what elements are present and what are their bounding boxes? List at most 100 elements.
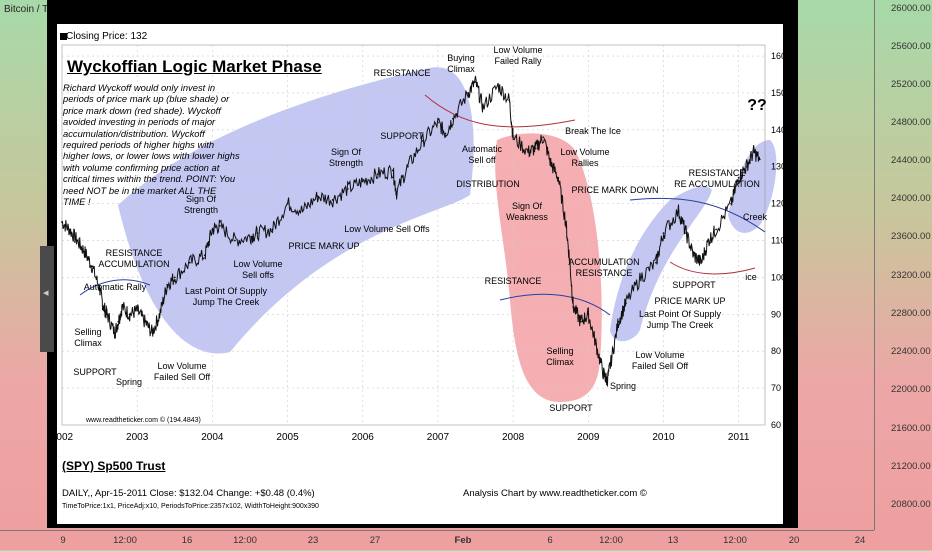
price-point [117, 320, 120, 323]
price-point [745, 165, 748, 168]
time-axis[interactable]: 9 12:00 16 12:00 23 27 Feb 6 12:00 13 12… [0, 530, 874, 551]
price-tick: 22400.00 [891, 346, 931, 357]
annotation: PRICE MARK UP [288, 241, 360, 251]
y-tick-label: 60 [771, 420, 781, 430]
time-tick: 12:00 [723, 535, 747, 546]
price-point [572, 306, 575, 308]
y-tick-label: 140 [771, 125, 786, 135]
x-tick-label: 2011 [728, 432, 750, 443]
markdown-shade [495, 133, 602, 402]
annotation: SUPPORT [380, 131, 424, 141]
price-point [128, 313, 131, 316]
annotation: SUPPORT [549, 403, 593, 413]
price-point [271, 228, 274, 231]
resistance-arc-2 [424, 94, 576, 128]
left-panel-handle[interactable]: ◂ [40, 246, 54, 352]
time-tick: 13 [667, 535, 679, 546]
price-point [98, 287, 101, 290]
annotation: Low Volume Failed Sell Off [153, 361, 211, 382]
price-point [211, 228, 214, 231]
x-tick-label: 2008 [502, 432, 525, 443]
annotation: Break The Ice [565, 126, 621, 136]
price-point [527, 151, 530, 153]
time-tick: 12:00 [233, 535, 257, 546]
price-point [662, 232, 665, 235]
time-to-price-info: TimeToPrice:1x1, PriceAdj:x10, PeriodsTo… [62, 503, 319, 510]
annotation: ice [745, 272, 757, 282]
price-point [316, 195, 319, 198]
price-tick: 24000.00 [891, 193, 931, 204]
annotation: Low Volume Failed Sell Off [631, 350, 689, 371]
price-point [549, 162, 552, 164]
time-tick: 20 [788, 535, 800, 546]
price-tick: 25200.00 [891, 79, 931, 90]
price-point [234, 239, 236, 242]
price-point [361, 180, 364, 183]
price-tick: 21200.00 [891, 461, 931, 472]
question-marks: ?? [747, 97, 767, 114]
x-tick-label: 2009 [577, 432, 600, 443]
annotation: Spring [609, 381, 637, 391]
time-tick: 27 [369, 535, 381, 546]
annotation: SUPPORT [672, 280, 716, 290]
price-tick: 26000.00 [891, 3, 931, 14]
price-point [508, 99, 511, 102]
chart-title: Wyckoffian Logic Market Phase [67, 57, 322, 76]
price-line [61, 75, 761, 387]
price-point [587, 313, 590, 316]
time-tick: 23 [307, 535, 319, 546]
chart-description: Richard Wyckoff would only invest in per… [63, 82, 240, 208]
price-point [568, 258, 571, 260]
price-point [166, 283, 169, 286]
y-tick-label: 110 [771, 236, 785, 246]
url-note: www.readtheticker.com © (194.4843) [86, 417, 201, 424]
price-point [715, 228, 718, 231]
closing-legend-swatch [60, 33, 67, 40]
price-point [102, 306, 105, 308]
price-point [376, 173, 379, 176]
reaccumulation-shade [728, 140, 777, 233]
annotation: RESISTANCE [373, 68, 431, 78]
price-point [444, 132, 447, 135]
price-point [188, 261, 191, 264]
x-tick-label: 2003 [126, 432, 149, 443]
annotation: Low Volume Failed Rally [493, 45, 543, 66]
annotation: Low Volume Sell Offs [344, 224, 430, 234]
price-point [606, 379, 609, 382]
price-point [707, 239, 710, 242]
price-point [617, 320, 620, 323]
price-point [286, 202, 289, 205]
price-point [113, 331, 116, 334]
price-point [542, 136, 545, 139]
price-point [655, 261, 657, 264]
x-tick-label: 2007 [427, 432, 450, 443]
price-point [474, 80, 477, 83]
x-tick-label: 2002 [51, 432, 74, 443]
creek-line [629, 197, 766, 233]
annotation: Spring [115, 377, 143, 387]
annotation: ACCUMULATION RESISTANCE [568, 257, 640, 278]
price-point [76, 239, 78, 242]
price-point [91, 265, 93, 268]
price-axis[interactable]: 26000.00 25600.00 25200.00 24800.00 2440… [874, 0, 932, 530]
price-point [121, 306, 124, 308]
price-point [218, 224, 221, 227]
price-point [249, 235, 251, 238]
y-tick-label: 130 [771, 162, 786, 172]
price-point [173, 276, 176, 279]
annotation: PRICE MARK UP [654, 296, 726, 306]
annotation: Automatic Rally [83, 282, 147, 292]
spy-title: (SPY) Sp500 Trust [62, 459, 166, 473]
price-point [497, 84, 499, 87]
price-point [331, 199, 334, 201]
annotation: PRICE MARK DOWN [571, 185, 659, 195]
price-point [406, 165, 409, 168]
price-point [203, 254, 206, 257]
y-tick-label: 150 [771, 88, 786, 98]
wyckoff-chart: 60 70 80 90 100 110 120 130 140 150 160 2002 2003 200… [51, 44, 786, 443]
chevron-left-icon: ◂ [43, 287, 49, 299]
price-tick: 21600.00 [891, 423, 931, 434]
resistance-arc [79, 279, 151, 296]
price-point [752, 151, 755, 153]
price-tick: 20800.00 [891, 499, 931, 510]
